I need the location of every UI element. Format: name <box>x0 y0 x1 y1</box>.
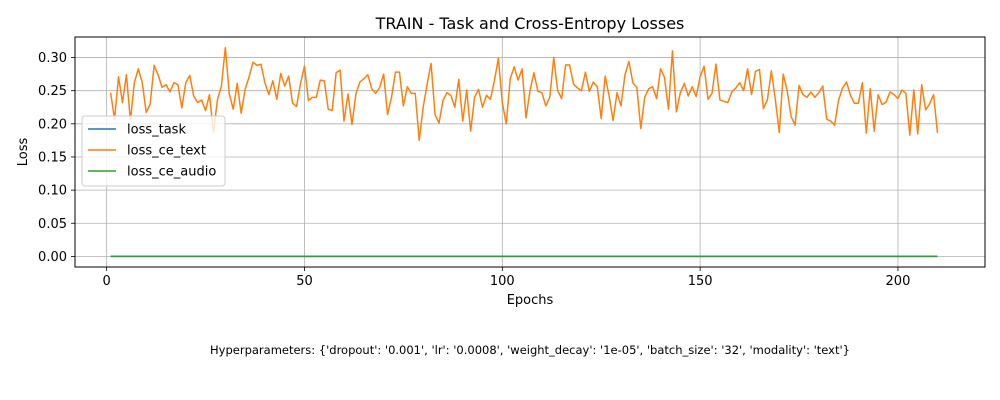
plot-frame <box>74 36 986 268</box>
legend-label-loss-task: loss_task <box>127 123 186 138</box>
y-axis-ticks: 0.00 0.05 0.10 0.15 0.20 0.25 0.30 <box>38 51 75 265</box>
x-tick-label: 150 <box>688 274 713 289</box>
y-tick-label: 0.30 <box>38 51 67 66</box>
y-tick-label: 0.00 <box>38 250 67 265</box>
series-lines <box>109 46 939 258</box>
y-tick-label: 0.20 <box>38 117 67 132</box>
x-tick-label: 100 <box>490 274 515 289</box>
x-tick-label: 50 <box>296 274 313 289</box>
legend-box <box>81 115 226 187</box>
y-axis-label: Loss <box>16 138 31 167</box>
y-tick-label: 0.15 <box>38 150 67 165</box>
hyperparameters-note: Hyperparameters: {'dropout': '0.001', 'l… <box>210 343 850 357</box>
x-tick-label: 200 <box>886 274 911 289</box>
y-tick-label: 0.25 <box>38 84 67 99</box>
x-axis-label: Epochs <box>507 293 554 308</box>
x-axis-ticks: 0 50 100 150 200 <box>103 267 911 289</box>
series-line-loss-ce-text <box>109 46 939 142</box>
legend: loss_task loss_ce_text loss_ce_audio <box>81 115 226 187</box>
legend-label-loss-ce-audio: loss_ce_audio <box>127 165 216 180</box>
chart-title: TRAIN - Task and Cross-Entropy Losses <box>375 14 685 33</box>
legend-label-loss-ce-text: loss_ce_text <box>127 144 206 159</box>
y-tick-label: 0.05 <box>38 217 67 232</box>
x-tick-label: 0 <box>103 274 111 289</box>
y-tick-label: 0.10 <box>38 184 67 199</box>
